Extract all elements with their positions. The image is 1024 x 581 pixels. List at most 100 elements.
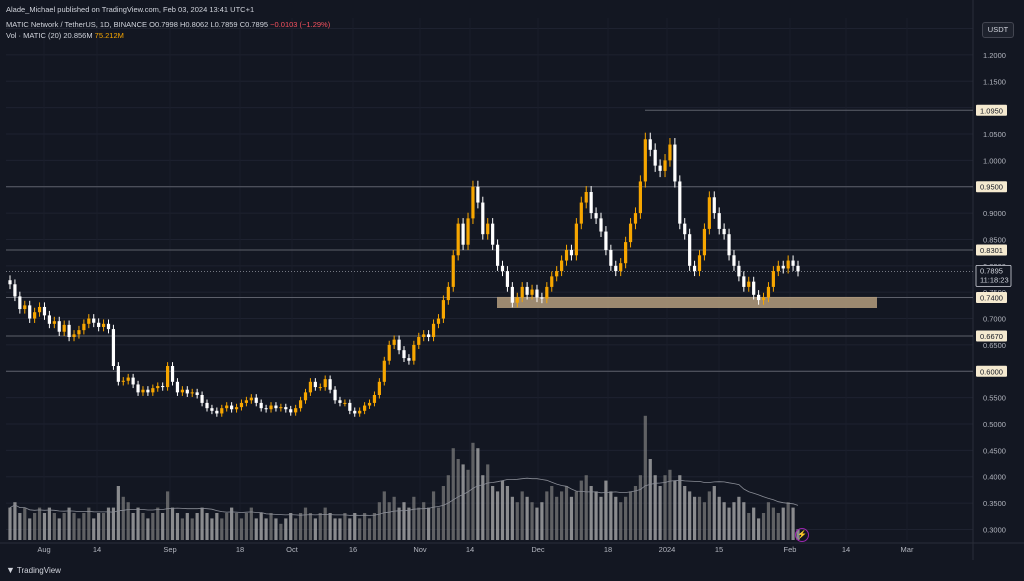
price-tick-label: 0.4500 (983, 446, 1006, 455)
level-label-box (976, 181, 1007, 193)
volume-bar (545, 491, 549, 540)
candle-body (456, 223, 460, 256)
lightning-icon[interactable]: ⚡ (795, 528, 809, 542)
volume-bar (264, 518, 268, 540)
volume-bar (781, 507, 785, 540)
volume-bar (205, 513, 209, 540)
currency-button[interactable]: USDT (982, 22, 1014, 38)
volume-legend[interactable]: Vol · MATIC (20) 20.856M 75.212M (6, 31, 124, 40)
volume-bar (13, 502, 17, 540)
volume-bar (136, 507, 140, 540)
volume-bar (254, 518, 258, 540)
candle-body (62, 324, 66, 332)
candle-body (382, 360, 386, 382)
candle-body (584, 192, 588, 203)
symbol-legend[interactable]: MATIC Network / TetherUS, 1D, BINANCE O0… (6, 20, 330, 29)
volume-bar (712, 486, 716, 540)
volume-bar (239, 518, 244, 540)
volume-bar (599, 496, 603, 540)
volume-bar (584, 475, 588, 540)
volume-bar (372, 513, 377, 540)
volume-bar (57, 518, 61, 540)
volume-bar (614, 496, 618, 540)
candle-body (678, 181, 682, 224)
volume-bar (313, 518, 317, 540)
volume-bar (579, 480, 583, 540)
tradingview-logo[interactable]: ▼ TradingView (6, 565, 61, 575)
candle-body (599, 218, 603, 232)
volume-bar (732, 502, 736, 540)
volume-bar (702, 502, 707, 540)
volume-bar (569, 496, 574, 540)
candle-body (13, 284, 17, 297)
candle-body (249, 397, 253, 401)
volume-bar (269, 513, 273, 540)
volume-bar (161, 513, 165, 540)
volume-bar (353, 513, 357, 540)
volume-bar (220, 518, 224, 540)
volume-bar (525, 496, 529, 540)
volume-bar (417, 507, 421, 540)
candle-body (747, 281, 751, 287)
volume-bar (318, 513, 322, 540)
candle-body (33, 312, 37, 319)
candle-body (190, 392, 194, 394)
candle-body (156, 386, 160, 389)
candle-body (136, 384, 140, 393)
candle-body (77, 330, 81, 335)
candle-body (338, 400, 342, 403)
candle-body (471, 186, 475, 219)
candle-body (126, 377, 130, 381)
candle-body (569, 250, 574, 256)
volume-bar (308, 513, 313, 540)
candle-body (791, 260, 795, 266)
volume-bar (87, 507, 91, 540)
candle-body (417, 337, 421, 345)
price-tick-label: 1.0000 (983, 156, 1006, 165)
volume-bar (422, 502, 426, 540)
candle-body (165, 366, 170, 388)
candle-body (303, 392, 308, 401)
low-label: L (210, 20, 215, 29)
volume-bar (131, 513, 135, 540)
volume-bar (62, 513, 66, 540)
time-tick-label: 18 (236, 545, 244, 554)
volume-bar (165, 491, 170, 540)
price-tick-label: 0.6500 (983, 341, 1006, 350)
volume-bar (441, 486, 446, 540)
time-tick-label: Dec (531, 545, 545, 554)
candle-body (284, 407, 288, 410)
time-tick-label: Nov (413, 545, 427, 554)
level-label: 0.6670 (980, 332, 1003, 341)
volume-bar (116, 486, 120, 540)
candle-body (161, 386, 165, 388)
candle-body (279, 407, 283, 409)
candle-body (274, 405, 278, 409)
volume-bar (101, 513, 106, 540)
candle-body (67, 324, 71, 337)
price-tick-label: 1.2000 (983, 51, 1006, 60)
candle-body (446, 286, 450, 301)
volume-bar (382, 491, 386, 540)
volume-bar (663, 475, 667, 540)
volume-bar (515, 502, 519, 540)
volume-bar (431, 491, 436, 540)
candle-body (594, 213, 598, 219)
volume-bar (170, 507, 175, 540)
volume-bar (121, 496, 125, 540)
volume-ma-value: 75.212M (94, 31, 124, 40)
open-value: 0.7998 (154, 20, 178, 29)
candle-body (200, 395, 204, 403)
candle-body (550, 276, 554, 287)
candle-body (451, 255, 455, 287)
candle-body (52, 321, 56, 324)
candle-body (476, 186, 480, 203)
volume-bar (535, 507, 539, 540)
time-tick-label: 18 (604, 545, 612, 554)
volume-bar (737, 496, 741, 540)
candle-body (28, 305, 32, 319)
candle-body (564, 250, 569, 261)
candle-body (796, 265, 800, 272)
